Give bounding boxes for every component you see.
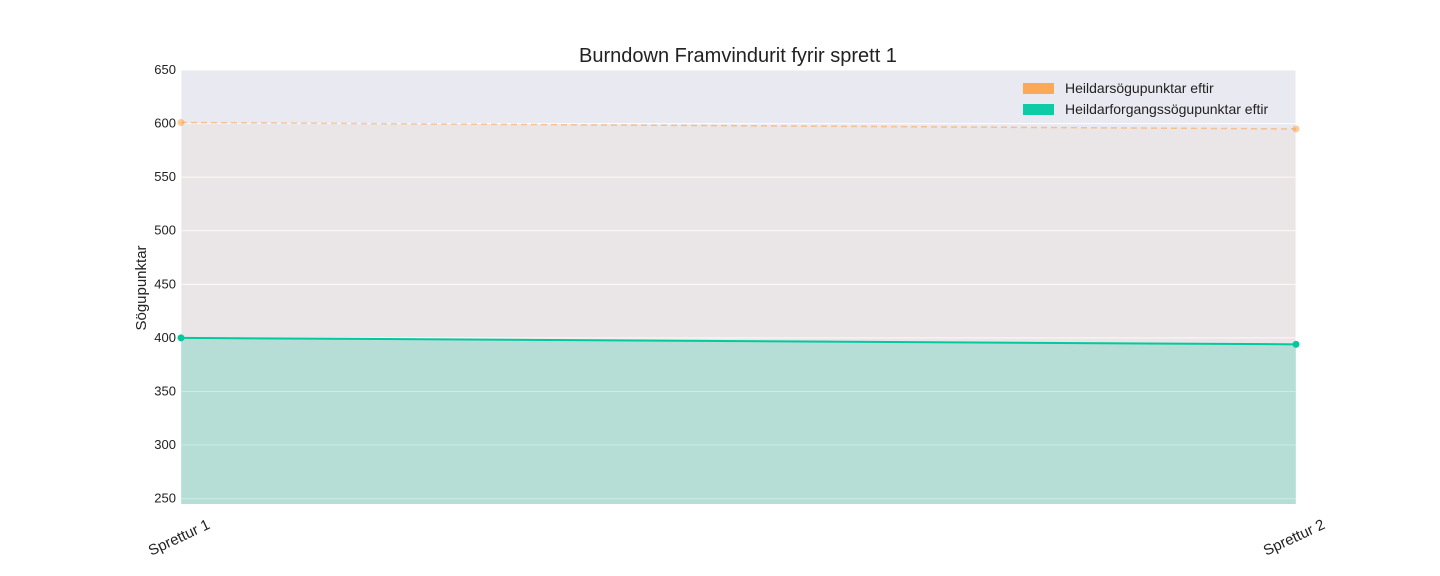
legend-swatch xyxy=(1023,104,1054,115)
chart-title: Burndown Framvindurit fyrir sprett 1 xyxy=(579,45,897,67)
area-fills xyxy=(181,122,1296,505)
series-line-1 xyxy=(180,336,1297,346)
data-point-series-1 xyxy=(177,334,185,342)
y-tick-label: 300 xyxy=(154,437,176,452)
y-tick-label: 500 xyxy=(154,223,176,238)
x-tick-label: Sprettur 2 xyxy=(1261,516,1328,559)
y-tick-label: 400 xyxy=(154,330,176,345)
area-fill-series-0 xyxy=(181,122,1296,505)
legend-swatch xyxy=(1023,83,1054,94)
plot-background xyxy=(181,70,1296,504)
y-tick-label: 450 xyxy=(154,276,176,291)
y-tick-label: 550 xyxy=(154,169,176,184)
data-point-series-1 xyxy=(1292,340,1300,348)
y-tick-label: 350 xyxy=(154,383,176,398)
legend-label: Heildarsögupunktar eftir xyxy=(1065,80,1214,96)
data-point-series-0 xyxy=(177,119,185,127)
legend: Heildarsögupunktar eftir Heildarforgangss… xyxy=(1023,80,1268,117)
legend-label: Heildarforgangssögupunktar eftir xyxy=(1065,101,1268,117)
y-tick-label: 250 xyxy=(154,491,176,506)
y-tick-label: 600 xyxy=(154,116,176,131)
data-point-series-0 xyxy=(1292,125,1300,133)
x-axis-ticks: Sprettur 1 Sprettur 2 xyxy=(146,516,1328,559)
y-axis-label: Sögupunktar xyxy=(133,245,150,330)
series-points xyxy=(177,119,1300,348)
series-line-0 xyxy=(180,121,1297,130)
y-axis-ticks: 250 300 350 400 450 500 550 600 650 xyxy=(154,62,176,506)
x-tick-label: Sprettur 1 xyxy=(146,516,213,559)
series-lines xyxy=(180,121,1297,346)
y-tick-label: 650 xyxy=(154,62,176,77)
area-fill-series-1 xyxy=(181,337,1296,504)
